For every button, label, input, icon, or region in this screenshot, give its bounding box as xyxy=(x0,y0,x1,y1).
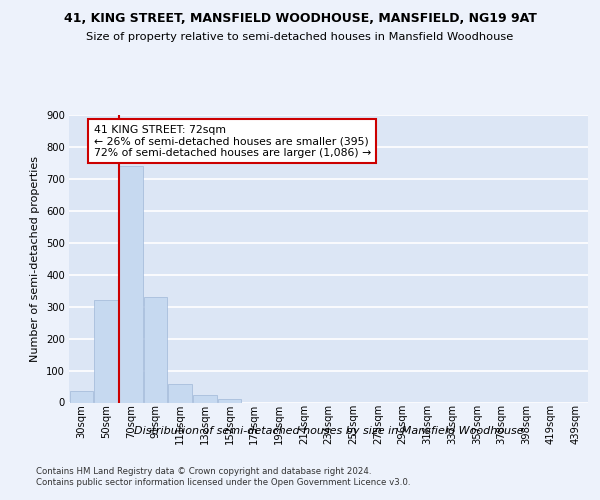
Bar xyxy=(94,300,118,402)
Bar xyxy=(193,396,217,402)
Text: 41 KING STREET: 72sqm
← 26% of semi-detached houses are smaller (395)
72% of sem: 41 KING STREET: 72sqm ← 26% of semi-deta… xyxy=(94,124,371,158)
Text: 41, KING STREET, MANSFIELD WOODHOUSE, MANSFIELD, NG19 9AT: 41, KING STREET, MANSFIELD WOODHOUSE, MA… xyxy=(64,12,536,26)
Bar xyxy=(119,166,143,402)
Text: Size of property relative to semi-detached houses in Mansfield Woodhouse: Size of property relative to semi-detach… xyxy=(86,32,514,42)
Bar xyxy=(169,384,192,402)
Text: Contains HM Land Registry data © Crown copyright and database right 2024.
Contai: Contains HM Land Registry data © Crown c… xyxy=(36,468,410,487)
Bar xyxy=(218,398,241,402)
Y-axis label: Number of semi-detached properties: Number of semi-detached properties xyxy=(31,156,40,362)
Bar xyxy=(70,392,93,402)
Text: Distribution of semi-detached houses by size in Mansfield Woodhouse: Distribution of semi-detached houses by … xyxy=(134,426,524,436)
Bar xyxy=(144,297,167,403)
